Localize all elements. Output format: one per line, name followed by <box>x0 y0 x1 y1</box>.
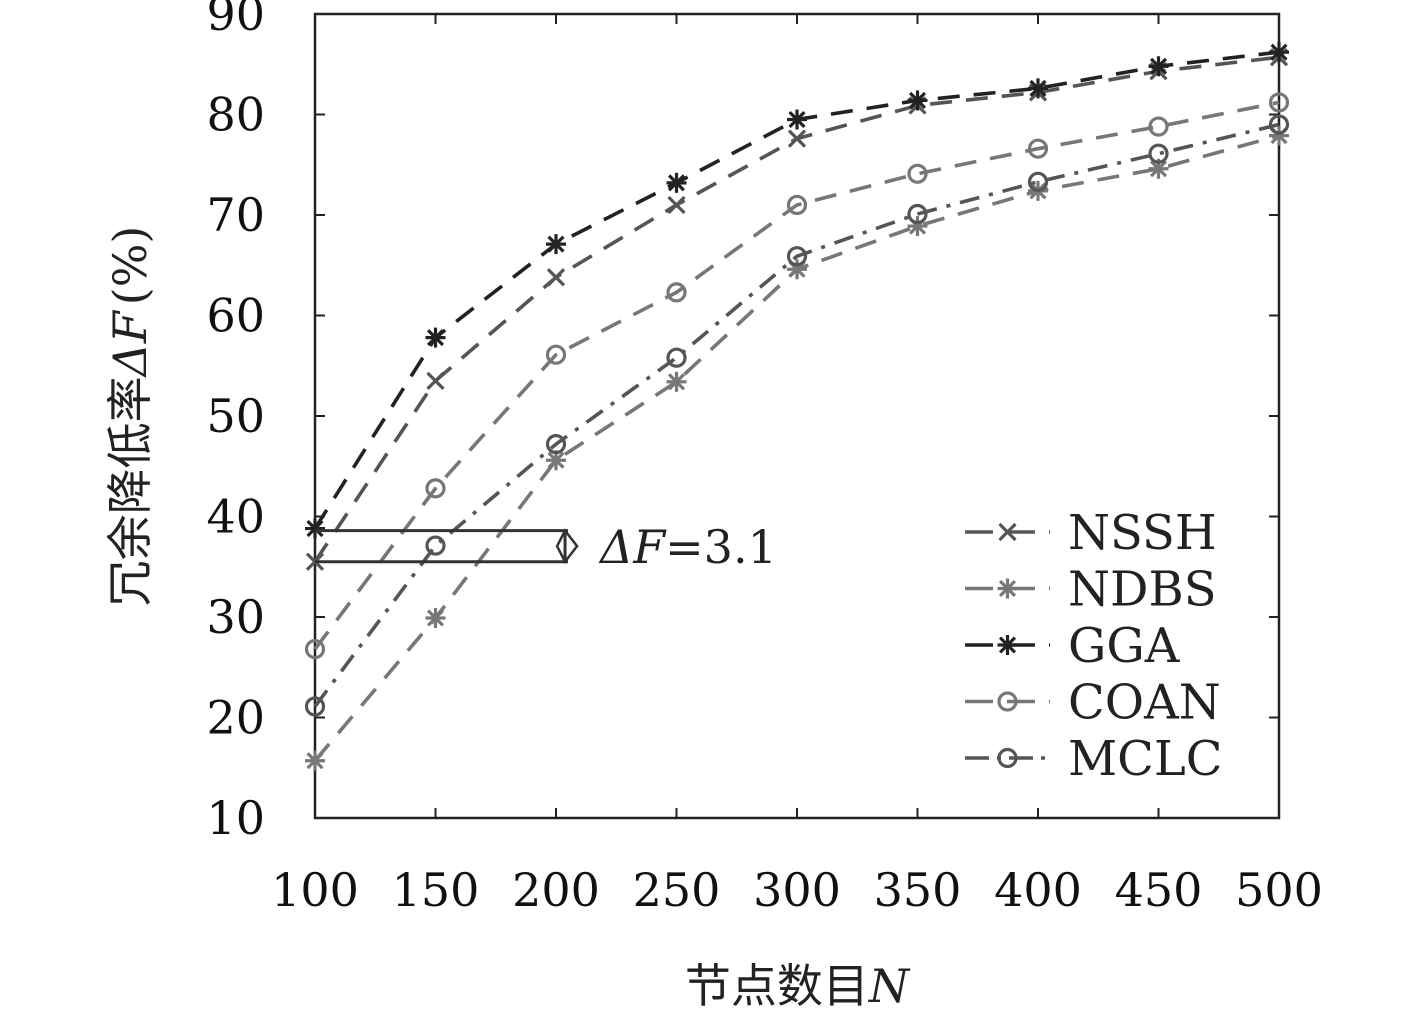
series-coan <box>304 92 1290 660</box>
data-point <box>425 535 446 556</box>
data-point <box>1027 138 1049 159</box>
legend-label: COAN <box>1068 675 1221 731</box>
series-line <box>313 100 1280 651</box>
y-axis-title-var: ΔF <box>103 309 157 378</box>
y-tick-label: 10 <box>206 791 265 845</box>
x-tick-label: 500 <box>1235 863 1323 917</box>
y-axis-title-unit: (%) <box>103 226 157 306</box>
data-point <box>666 172 687 193</box>
y-tick-label: 90 <box>206 0 265 41</box>
legend-item-ndbs: NDBS <box>965 562 1217 618</box>
annotation-diamond <box>555 528 579 565</box>
legend-item-coan: COAN <box>965 675 1221 731</box>
series-mclc <box>304 114 1290 717</box>
x-tick-label: 200 <box>512 863 600 917</box>
legend-item-mclc: MCLC <box>965 731 1222 787</box>
data-point <box>425 478 446 499</box>
x-tick-label: 350 <box>874 863 962 917</box>
x-axis-title-var: N <box>868 959 911 1013</box>
data-point <box>667 195 686 215</box>
x-tick-label: 400 <box>994 863 1082 917</box>
data-point <box>1148 56 1169 77</box>
y-tick-label: 30 <box>206 590 265 644</box>
data-point <box>787 109 807 130</box>
y-tick-label: 50 <box>206 389 265 443</box>
legend-marker <box>997 747 1018 769</box>
data-point <box>426 371 445 390</box>
data-point <box>304 639 326 660</box>
data-point <box>907 90 928 111</box>
annotation-label: ΔF=3.1 <box>598 520 777 574</box>
x-axis-title-text: 节点数目 <box>685 959 869 1013</box>
x-tick-label: 300 <box>753 863 841 917</box>
y-tick-label: 20 <box>206 691 265 745</box>
series-layer <box>304 42 1290 771</box>
data-point <box>1027 171 1049 192</box>
data-point <box>786 246 808 267</box>
data-point <box>546 268 566 287</box>
x-tick-label: 100 <box>271 863 359 917</box>
data-point <box>546 234 566 255</box>
data-point <box>1148 116 1169 137</box>
y-tick-label: 70 <box>206 188 265 242</box>
x-axis-title: 节点数目N <box>685 959 911 1013</box>
data-point <box>545 434 567 455</box>
data-point <box>787 129 807 148</box>
y-axis-title: 冗余降低率ΔF(%) <box>103 226 157 607</box>
axis-ticks <box>314 13 1280 819</box>
legend-item-gga: GGA <box>965 618 1181 674</box>
data-point <box>907 163 928 184</box>
y-tick-label: 80 <box>206 88 265 142</box>
data-point <box>1148 143 1169 164</box>
annotation: ΔF=3.1 <box>315 520 777 574</box>
data-point <box>425 327 446 348</box>
series-line <box>313 55 1280 563</box>
x-tick-labels: 100 150 200 250 300 350 400 450 500 <box>271 863 1323 917</box>
data-point <box>666 282 687 303</box>
data-point <box>1028 78 1048 99</box>
x-tick-label: 250 <box>633 863 721 917</box>
series-line <box>313 122 1280 708</box>
x-tick-label: 450 <box>1115 863 1203 917</box>
series-ndbs <box>305 125 1289 771</box>
legend-label: NDBS <box>1068 562 1217 618</box>
data-point <box>786 194 808 216</box>
data-point <box>907 203 928 225</box>
data-point <box>1269 42 1289 63</box>
x-tick-label: 150 <box>392 863 480 917</box>
y-tick-label: 60 <box>206 289 265 343</box>
legend-item-nssh: NSSH <box>965 505 1217 561</box>
data-point <box>425 608 446 629</box>
legend-marker <box>998 522 1017 542</box>
legend-label: GGA <box>1068 618 1181 674</box>
y-tick-label: 40 <box>206 490 265 544</box>
y-tick-labels: 10 20 30 40 50 60 70 80 90 <box>206 0 265 845</box>
data-point <box>305 518 325 539</box>
data-point <box>1268 114 1290 135</box>
legend-marker <box>997 691 1018 712</box>
y-axis-title-text: 冗余降低率 <box>103 376 157 606</box>
series-gga <box>305 42 1289 539</box>
data-point <box>666 371 687 392</box>
data-point <box>304 696 326 717</box>
data-point <box>1268 92 1290 113</box>
legend-label: NSSH <box>1068 505 1217 561</box>
legend-marker <box>997 635 1018 655</box>
annotation-label-var: ΔF <box>598 520 667 574</box>
annotation-label-value: =3.1 <box>665 520 777 574</box>
data-point <box>545 344 567 365</box>
legend-marker <box>997 578 1018 599</box>
legend-label: MCLC <box>1068 731 1222 787</box>
data-point <box>666 347 687 368</box>
data-point <box>305 750 325 771</box>
